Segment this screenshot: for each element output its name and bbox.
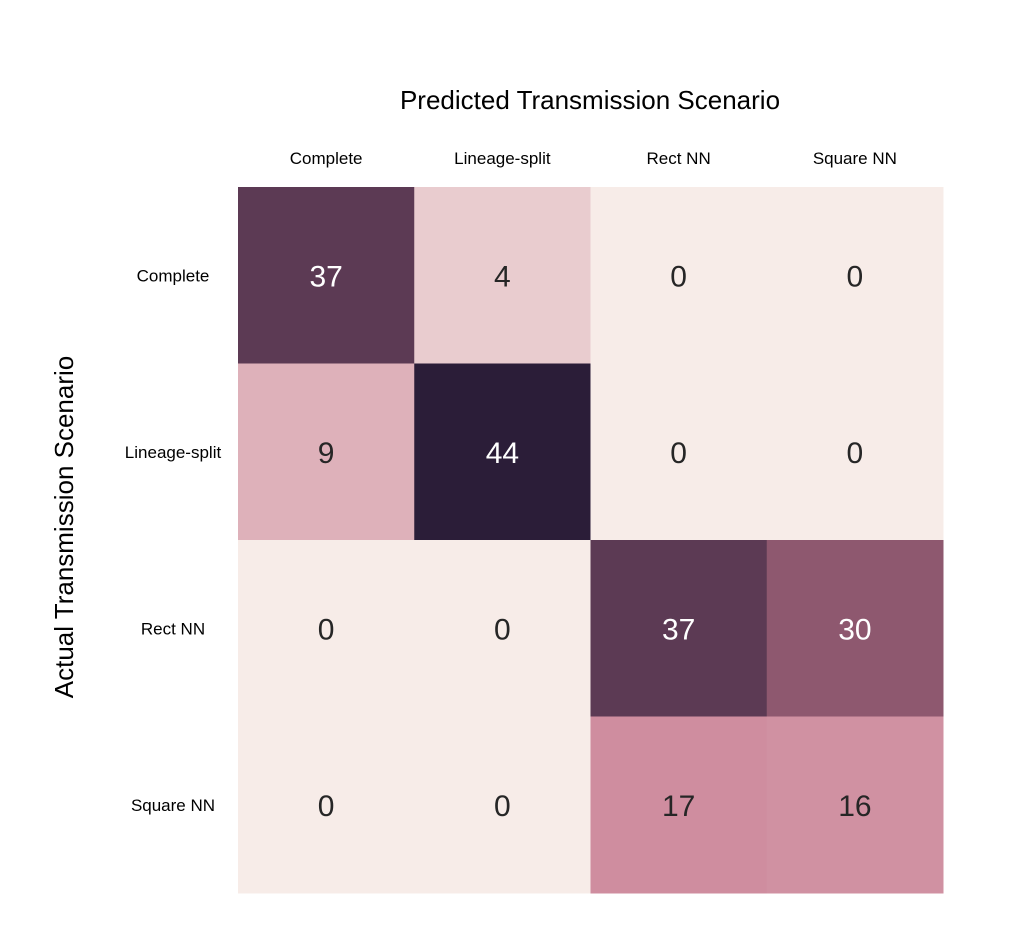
heatmap-cell: [414, 363, 591, 541]
y-tick-label: Complete: [137, 266, 210, 285]
x-axis-tick-labels: Complete Lineage-split Rect NN Square NN: [290, 149, 897, 168]
heatmap-cell: [238, 716, 415, 894]
y-axis-tick-labels: Complete Lineage-split Rect NN Square NN: [125, 266, 222, 815]
heatmap-cell: [590, 363, 768, 541]
heatmap-cell-value: 16: [838, 790, 871, 823]
heatmap-cell: [238, 363, 415, 541]
heatmap-cell-value: 0: [494, 613, 511, 646]
heatmap-cell: [414, 716, 591, 894]
heatmap-cell-value: 37: [309, 260, 342, 293]
heatmap-cell: [766, 187, 944, 364]
heatmap-cell-value: 37: [662, 613, 695, 646]
heatmap-cell-value: 44: [486, 437, 519, 470]
heatmap-cell-value: 0: [670, 437, 687, 470]
heatmap-cell-labels: 37 4 0 0 9 44 0 0 0 0 37 30 0 0 17 16: [309, 260, 871, 823]
heatmap-cell-value: 4: [494, 260, 511, 293]
x-tick-label: Lineage-split: [454, 149, 551, 168]
heatmap-cell: [766, 363, 944, 541]
y-tick-label: Square NN: [131, 796, 215, 815]
x-tick-label: Square NN: [813, 149, 897, 168]
heatmap-cell: [590, 187, 768, 364]
heatmap-cell-value: 0: [318, 613, 335, 646]
heatmap-cell: [414, 540, 591, 717]
heatmap-cell: [766, 540, 944, 717]
x-tick-label: Rect NN: [647, 149, 711, 168]
heatmap-cell-value: 0: [847, 260, 864, 293]
heatmap-cells: [238, 187, 944, 894]
heatmap-cell: [238, 540, 415, 717]
heatmap-cell: [414, 187, 591, 364]
heatmap-cell-value: 0: [847, 437, 864, 470]
heatmap-cell: [590, 540, 768, 717]
chart-title: Predicted Transmission Scenario: [400, 85, 780, 115]
heatmap-cell: [590, 716, 768, 894]
heatmap-cell-value: 0: [494, 790, 511, 823]
heatmap-cell-value: 0: [318, 790, 335, 823]
y-tick-label: Rect NN: [141, 619, 205, 638]
heatmap-cell-value: 30: [838, 613, 871, 646]
y-tick-label: Lineage-split: [125, 443, 222, 462]
heatmap-cell-value: 9: [318, 437, 335, 470]
heatmap-cell-value: 17: [662, 790, 695, 823]
x-tick-label: Complete: [290, 149, 363, 168]
y-axis-label: Actual Transmission Scenario: [49, 356, 79, 698]
heatmap-cell: [238, 187, 415, 364]
heatmap-cell: [766, 716, 944, 894]
heatmap-cell-value: 0: [670, 260, 687, 293]
